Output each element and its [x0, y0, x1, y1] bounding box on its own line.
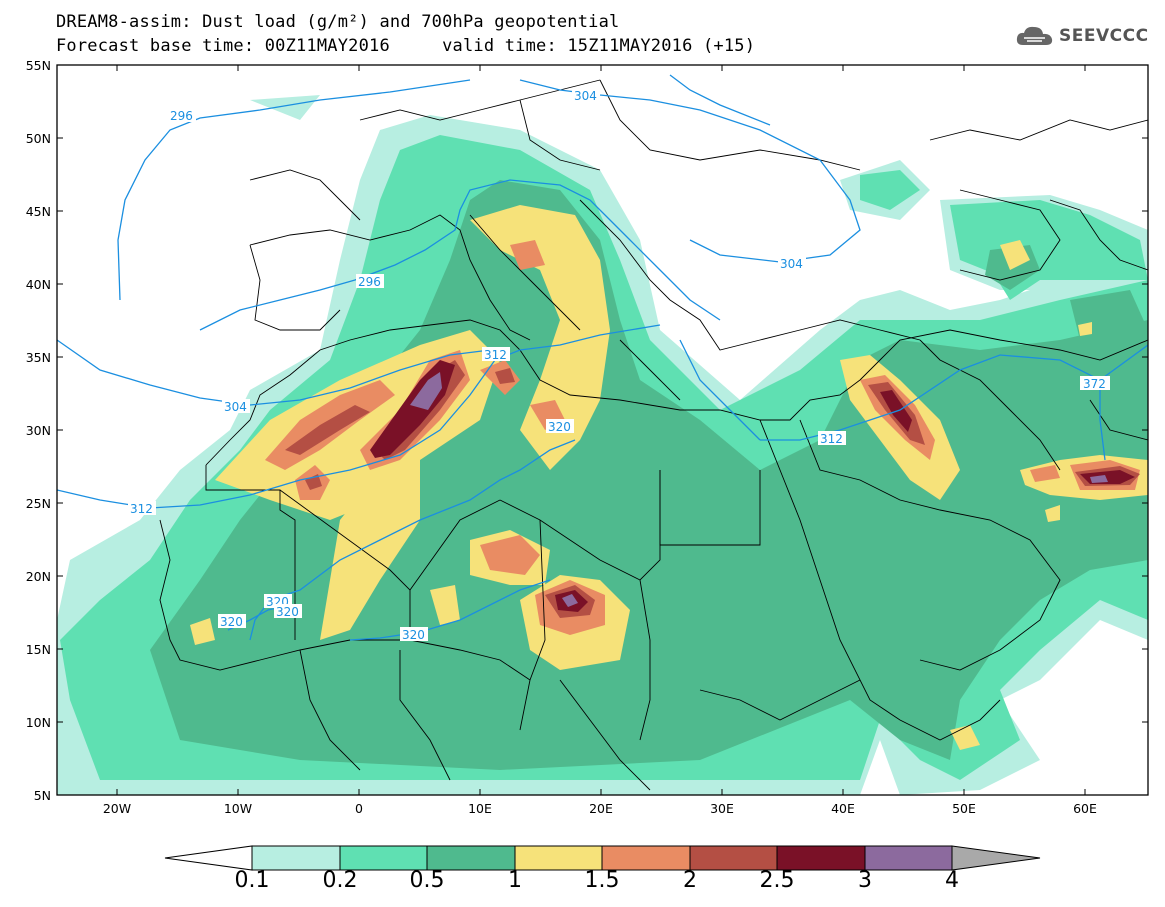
lat-label: 10N [26, 715, 51, 730]
colorbar-label: 1 [508, 868, 522, 893]
lat-label: 15N [26, 642, 51, 657]
colorbar-segment [251, 845, 341, 871]
valid-time: valid time: 15Z11MAY2016 (+15) [442, 36, 756, 56]
map-subtitle: Forecast base time: 00Z11MAY2016 valid t… [56, 36, 755, 56]
lon-label: 30E [710, 801, 734, 816]
contour-label: 320 [402, 628, 425, 642]
lat-label: 50N [26, 131, 51, 146]
colorbar-label: 2 [683, 868, 697, 893]
lat-label: 55N [26, 58, 51, 73]
lon-label: 20W [103, 801, 131, 816]
lat-label: 35N [26, 350, 51, 365]
colorbar-over [951, 845, 1041, 871]
contour-label: 296 [358, 275, 381, 289]
colorbar-segment [689, 845, 778, 871]
contour-label: 304 [574, 89, 597, 103]
lat-label: 45N [26, 204, 51, 219]
map-title: DREAM8-assim: Dust load (g/m²) and 700hP… [56, 12, 620, 32]
colorbar-label: 3 [858, 868, 872, 893]
cloud-icon [1016, 26, 1053, 45]
axis-ticks [57, 64, 1148, 796]
seevccc-logo: SEEVCCC [1015, 23, 1149, 49]
lat-label: 40N [26, 277, 51, 292]
contour-label: 320 [548, 420, 571, 434]
dust-field: 296 304 296 304 312 304 312 320 320 320 … [57, 65, 1148, 795]
colorbar-segment [864, 845, 953, 871]
lon-label: 0 [355, 801, 363, 816]
contour-label: 320 [220, 615, 243, 629]
lat-label: 5N [34, 788, 51, 803]
lon-label: 60E [1073, 801, 1097, 816]
contour-label: 296 [170, 109, 193, 123]
colorbar-label: 0.1 [234, 868, 270, 893]
contour-labels: 296 304 296 304 312 304 312 320 320 320 … [128, 88, 1110, 642]
lon-label: 20E [589, 801, 613, 816]
contour-label: 312 [130, 502, 153, 516]
dust-level-3 [410, 372, 1108, 607]
lon-label: 40E [831, 801, 855, 816]
contour-label: 312 [484, 348, 507, 362]
lat-label: 25N [26, 496, 51, 511]
lon-label: 10E [468, 801, 492, 816]
colorbar-label: 2.5 [759, 868, 795, 893]
contour-label: 320 [276, 605, 299, 619]
contour-label: 372 [1083, 377, 1106, 391]
colorbar-segment [339, 845, 428, 871]
colorbar-segment [776, 845, 866, 871]
colorbar [164, 845, 1041, 871]
country-borders [159, 79, 1148, 791]
logo-text: SEEVCCC [1059, 26, 1149, 46]
colorbar-label: 0.2 [322, 868, 358, 893]
colorbar-segment [426, 845, 516, 871]
latitude-labels: 55N 50N 45N 40N 35N 30N 25N 20N 15N 10N … [26, 58, 51, 803]
base-time: Forecast base time: 00Z11MAY2016 [56, 36, 390, 56]
colorbar-label: 1.5 [584, 868, 620, 893]
contour-label: 312 [820, 432, 843, 446]
colorbar-segment [601, 845, 691, 871]
colorbar-under [164, 845, 253, 871]
lon-label: 10W [224, 801, 252, 816]
longitude-labels: 20W 10W 0 10E 20E 30E 40E 50E 60E [103, 801, 1097, 816]
colorbar-segment [514, 845, 603, 871]
lon-label: 50E [952, 801, 976, 816]
contour-label: 304 [780, 257, 803, 271]
colorbar-label: 4 [945, 868, 959, 893]
lat-label: 20N [26, 569, 51, 584]
colorbar-label: 0.5 [409, 868, 445, 893]
lat-label: 30N [26, 423, 51, 438]
contour-label: 304 [224, 400, 247, 414]
